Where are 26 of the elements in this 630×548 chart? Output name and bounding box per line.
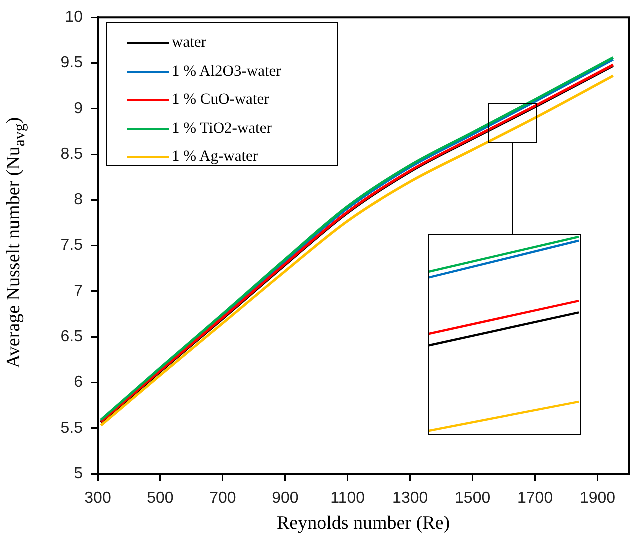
x-tick-label: 900	[272, 490, 299, 508]
y-tick-label: 5.5	[60, 420, 84, 437]
x-tick-label: 1500	[455, 490, 491, 508]
y-tick-label: 10	[65, 9, 84, 26]
x-tick-label: 300	[84, 490, 112, 508]
legend-label: 1 % Al2O3-water	[172, 62, 282, 81]
y-tick-label: 8.5	[60, 146, 84, 163]
legend-label: water	[172, 34, 206, 52]
y-tick-label: 7.5	[60, 237, 84, 254]
y-tick-label: 8	[74, 192, 84, 209]
legend-label: 1 % CuO-water	[172, 91, 270, 110]
x-axis-title: Reynolds number (Re)	[277, 513, 450, 535]
y-tick-label: 5	[74, 465, 84, 482]
y-tick-label: 9.5	[60, 54, 84, 72]
legend-label: 1 % TiO2-water	[172, 120, 272, 138]
x-tick-label: 1300	[392, 490, 428, 508]
y-tick-label: 6.5	[60, 328, 84, 346]
x-tick-label: 1700	[517, 490, 554, 508]
x-tick-label: 700	[210, 490, 236, 508]
y-tick-label: 6	[74, 374, 84, 392]
legend-label: 1 % Ag-water	[172, 148, 258, 166]
y-tick-label: 7	[74, 282, 84, 300]
x-tick-label: 500	[147, 490, 174, 508]
x-tick-label: 1900	[580, 490, 616, 508]
x-tick-label: 1100	[330, 490, 366, 508]
y-tick-label: 9	[74, 100, 84, 118]
